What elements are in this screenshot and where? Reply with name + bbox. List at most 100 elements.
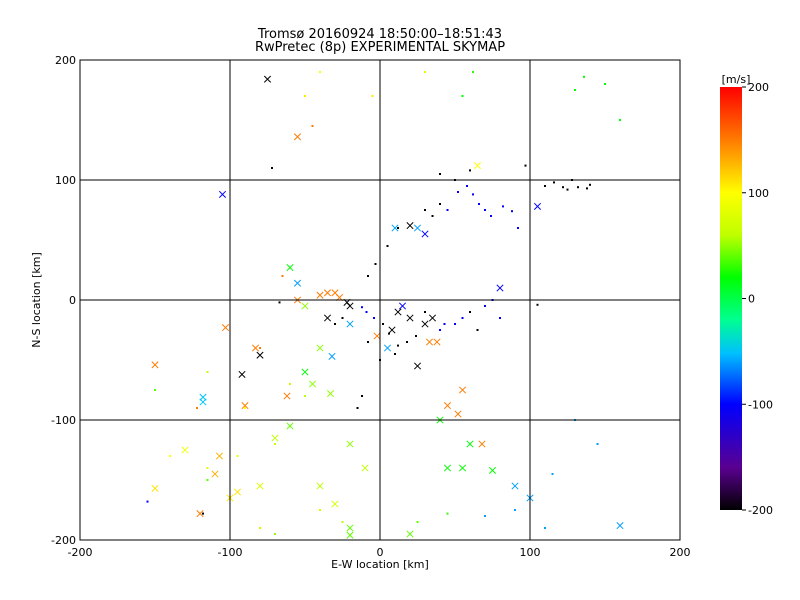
scatter-point-dot: [586, 187, 588, 190]
scatter-point-cross: [478, 440, 486, 448]
scatter-point-dot: [476, 329, 479, 331]
scatter-point-cross: [286, 422, 294, 430]
y-tick-label: 100: [55, 174, 76, 187]
scatter-point-cross: [241, 402, 249, 410]
colorbar-tick-label: 100: [748, 187, 769, 200]
scatter-point-dot: [319, 71, 321, 73]
scatter-point-dot: [206, 467, 209, 469]
scatter-point-cross: [346, 524, 354, 532]
scatter-point-dot: [259, 347, 261, 349]
scatter-point-dot: [499, 317, 501, 319]
scatter-point-dot: [361, 306, 363, 309]
scatter-point-dot: [146, 500, 149, 503]
scatter-point-dot: [274, 443, 276, 445]
scatter-point-dot: [367, 341, 369, 343]
scatter-point-dot: [341, 521, 344, 523]
scatter-point-dot: [562, 186, 564, 189]
x-tick-label: 200: [670, 546, 691, 559]
scatter-point-cross: [256, 482, 264, 490]
scatter-point-cross: [293, 279, 302, 287]
scatter-point-dot: [278, 301, 281, 304]
scatter-point-dot: [416, 521, 419, 523]
scatter-point-dot: [206, 371, 209, 373]
scatter-point-cross: [328, 352, 336, 360]
scatter-point-dot: [388, 332, 390, 335]
scatter-point-cross: [326, 390, 335, 398]
scatter-point-dot: [341, 317, 344, 319]
scatter-point-dot: [281, 275, 284, 277]
scatter-point-dot: [461, 95, 464, 97]
scatter-point-cross: [511, 482, 519, 490]
scatter-point-dot: [490, 215, 492, 217]
scatter-point-dot: [524, 164, 527, 167]
scatter-point-dot: [304, 395, 306, 397]
scatter-point-cross: [383, 344, 392, 352]
scatter-point-dot: [544, 185, 546, 187]
scatter-point-dot: [514, 509, 516, 511]
scatter-point-cross: [473, 162, 482, 170]
scatter-point-cross: [181, 446, 189, 454]
scatter-point-dot: [461, 317, 464, 319]
scatter-point-cross: [286, 264, 294, 272]
scatter-point-cross: [466, 440, 474, 448]
scatter-point-dot: [511, 210, 513, 213]
scatter-point-dot: [367, 275, 369, 277]
colorbar-tick-label: 0: [748, 293, 755, 306]
scatter-point-dot: [484, 209, 486, 211]
scatter-point-dot: [439, 329, 441, 331]
scatter-point-dot: [583, 75, 585, 78]
scatter-point-dot: [424, 311, 426, 313]
scatter-point-dot: [169, 455, 171, 457]
grid-lines: [80, 60, 680, 540]
scatter-point-dot: [406, 341, 408, 343]
y-axis-label: N-S location [km]: [30, 252, 43, 348]
scatter-point-dot: [365, 311, 368, 313]
y-tick-label: 0: [69, 294, 76, 307]
scatter-point-dot: [374, 263, 377, 265]
scatter-point-cross: [413, 224, 422, 232]
x-tick-label: -200: [68, 546, 93, 559]
scatter-point-dot: [361, 395, 363, 397]
scatter-point-dot: [604, 83, 606, 85]
scatter-point-cross: [425, 338, 434, 346]
scatter-point-dot: [551, 473, 554, 475]
x-tick-label: 100: [520, 546, 541, 559]
scatter-point-dot: [311, 125, 314, 127]
scatter-point-cross: [346, 440, 354, 448]
scatter-point-dot: [274, 533, 276, 535]
scatter-point-cross: [421, 230, 429, 238]
scatter-point-cross: [199, 398, 207, 406]
scatter-point-dot: [439, 203, 441, 205]
scatter-point-dot: [259, 527, 261, 529]
scatter-point-dot: [469, 311, 471, 313]
scatter-point-dot: [574, 89, 576, 91]
scatter-point-cross: [391, 224, 399, 232]
scatter-point-cross: [221, 324, 230, 332]
scatter-point-cross: [421, 320, 429, 328]
scatter-point-dot: [457, 191, 459, 193]
scatter-point-dot: [394, 353, 396, 355]
chart-subtitle: RwPretec (8p) EXPERIMENTAL SKYMAP: [254, 40, 506, 55]
scatter-point-dot: [271, 167, 273, 169]
scatter-point-dot: [454, 323, 456, 325]
chart-title: Tromsø 20160924 18:50:00–18:51:43: [257, 27, 503, 42]
scatter-point-dot: [154, 389, 156, 391]
scatter-point-cross: [316, 344, 324, 352]
y-tick-label: 200: [55, 54, 76, 67]
scatter-point-dot: [619, 119, 621, 121]
scatter-point-cross: [316, 482, 324, 490]
scatter-point-cross: [271, 434, 279, 442]
y-tick-label: -200: [51, 534, 76, 547]
y-axis-ticks: -200 -100 0 100 200: [51, 54, 680, 547]
scatter-point-cross: [196, 510, 204, 518]
scatter-point-dot: [319, 509, 321, 511]
scatter-point-dot: [397, 344, 399, 347]
scatter-point-dot: [397, 227, 399, 229]
scatter-point-dot: [415, 335, 417, 337]
scatter-point-dot: [304, 95, 306, 97]
scatter-point-cross: [283, 392, 291, 400]
colorbar-tick-label: -200: [748, 504, 773, 517]
scatter-point-dot: [386, 245, 389, 247]
scatter-point-dot: [371, 95, 374, 97]
